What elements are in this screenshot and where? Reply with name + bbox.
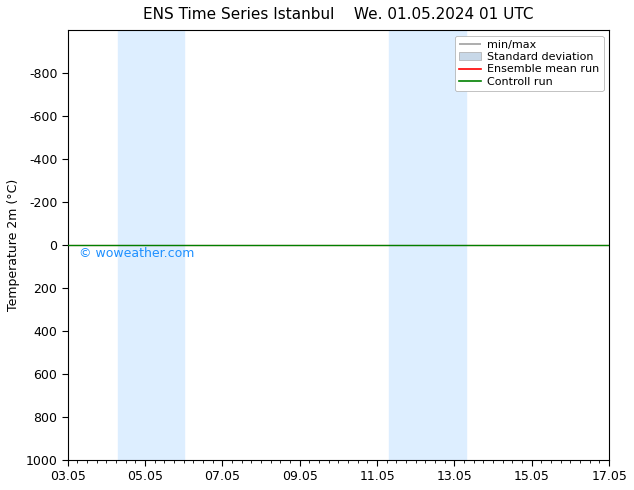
Text: © woweather.com: © woweather.com (79, 247, 194, 260)
Bar (389, 30, 466, 460)
Legend: min/max, Standard deviation, Ensemble mean run, Controll run: min/max, Standard deviation, Ensemble me… (455, 36, 604, 91)
Y-axis label: Temperature 2m (°C): Temperature 2m (°C) (7, 179, 20, 311)
Bar (118, 30, 184, 460)
Title: ENS Time Series Istanbul    We. 01.05.2024 01 UTC: ENS Time Series Istanbul We. 01.05.2024 … (143, 7, 534, 22)
